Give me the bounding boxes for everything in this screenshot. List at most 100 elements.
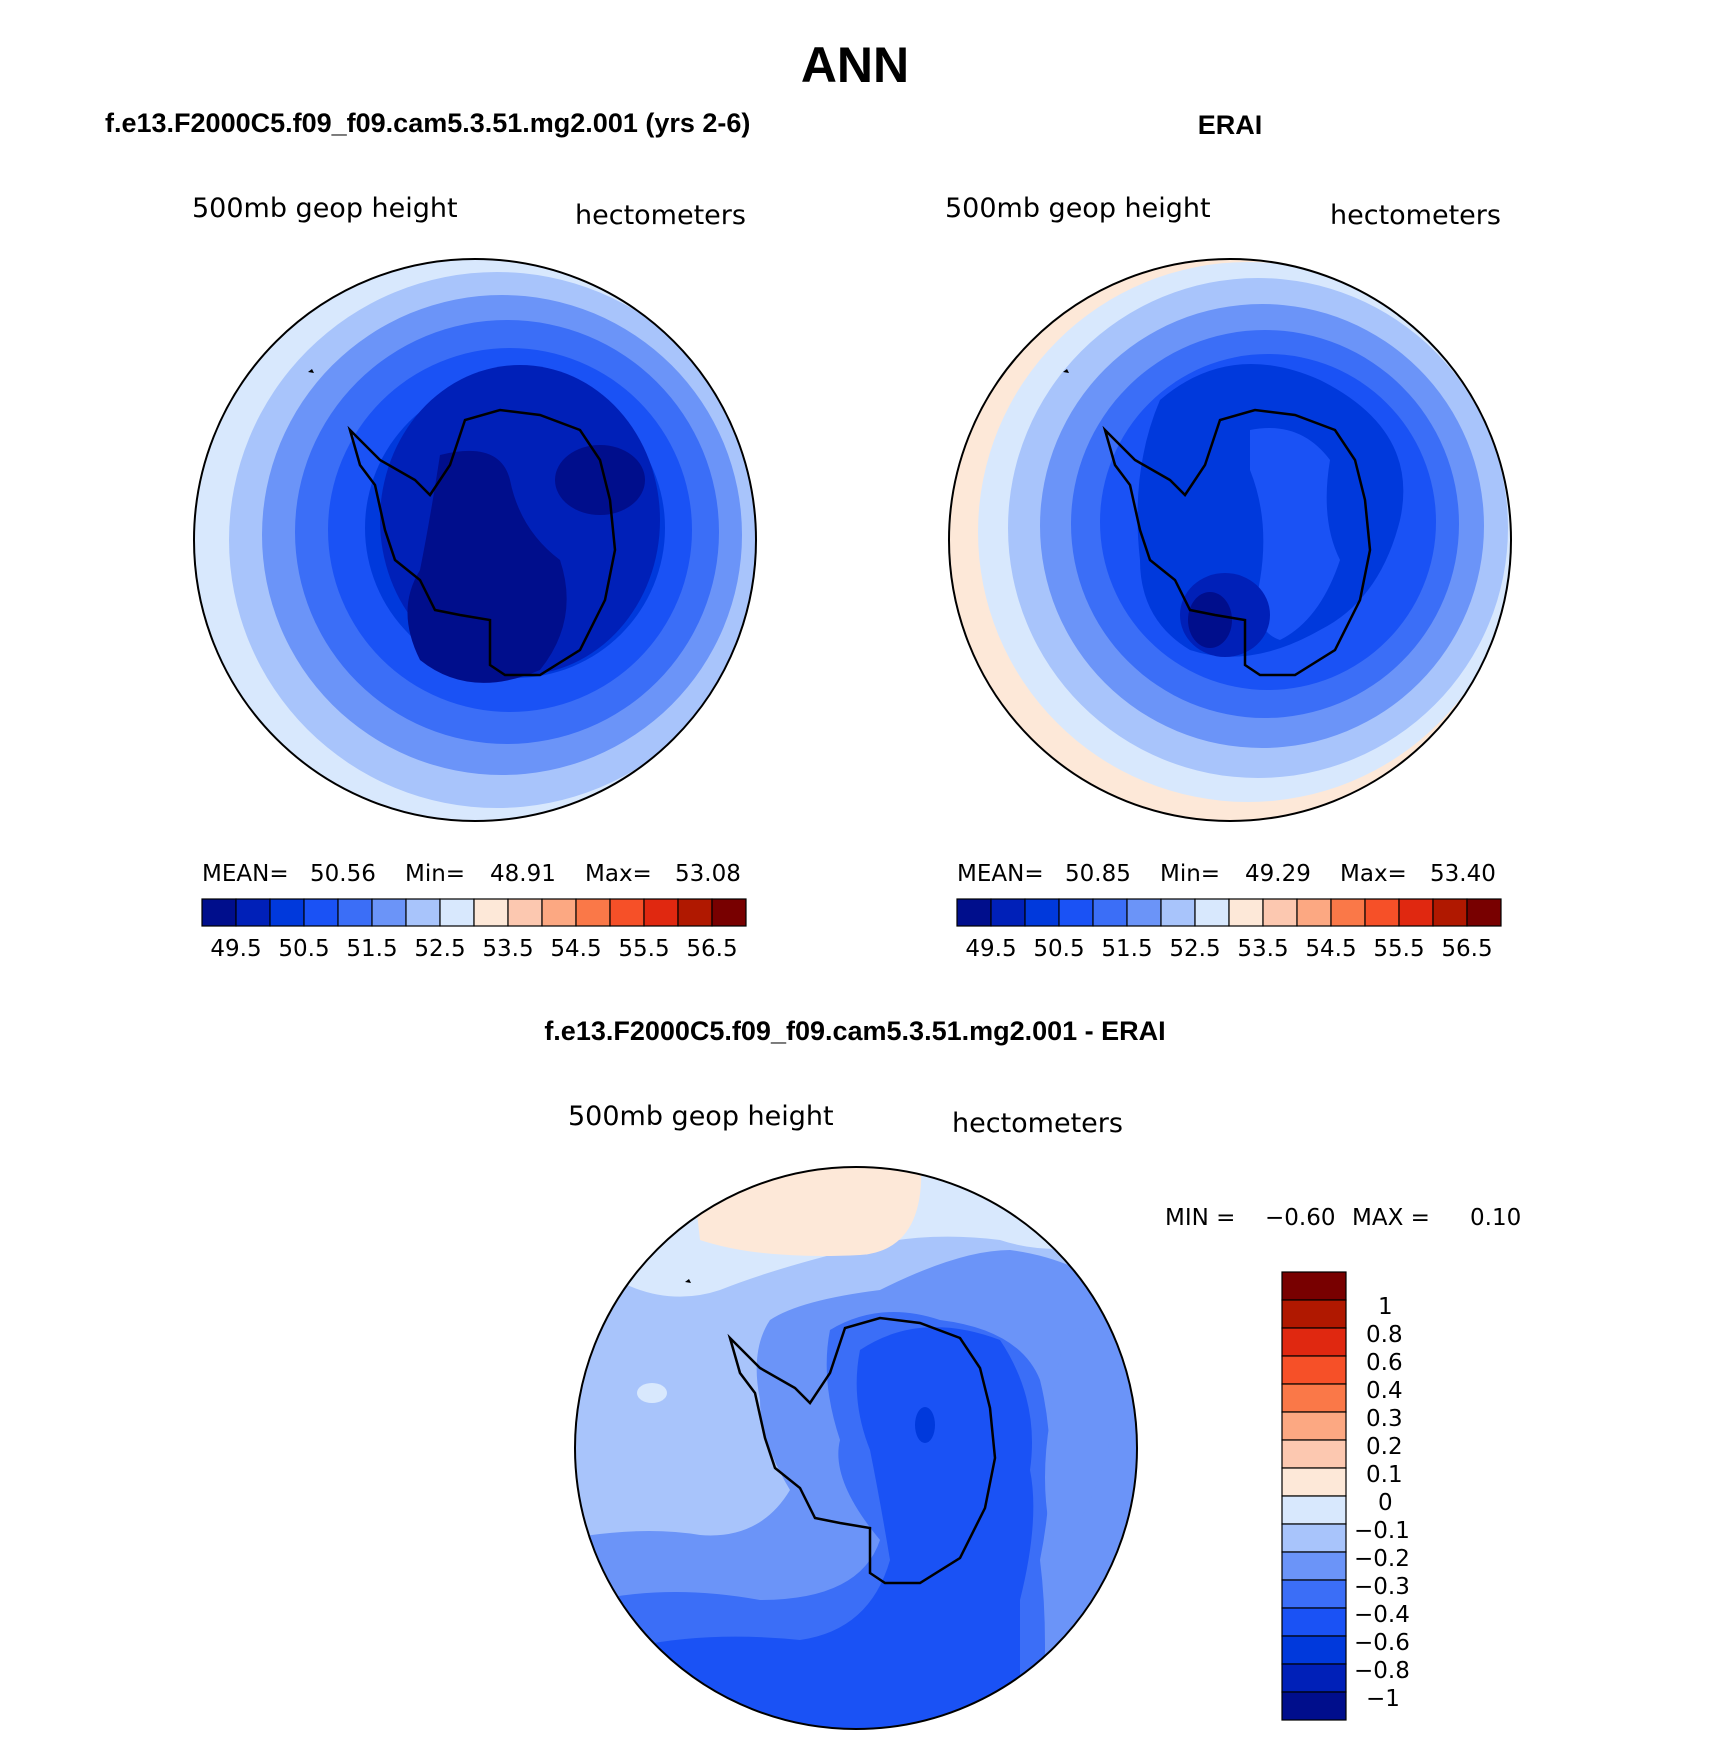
colorbar-swatch [575, 898, 611, 927]
colorbar-tick-label: −0.8 [1354, 1658, 1410, 1684]
colorbar-tick-label: 51.5 [346, 936, 397, 962]
colorbar-swatch [541, 898, 577, 927]
colorbar-swatch [1126, 898, 1162, 927]
colorbar-swatch [473, 898, 509, 927]
panel-diff-contour-map [575, 1167, 1137, 1729]
colorbar-swatch [1281, 1327, 1347, 1357]
colorbar-swatch [1024, 898, 1060, 927]
colorbar-tick-label: 56.5 [686, 936, 737, 962]
panel-obs: ERAI 500mb geop height hectometers MEAN=… [945, 110, 1512, 962]
colorbar-swatch [1398, 898, 1434, 927]
max-label: Max= [1340, 861, 1407, 887]
panel-obs-colorbar [956, 898, 1502, 927]
colorbar-swatch [1281, 1383, 1347, 1413]
panel-model: f.e13.F2000C5.f09_f09.cam5.3.51.mg2.001 … [105, 108, 757, 962]
colorbar-swatch [1281, 1439, 1347, 1469]
min-value: 49.29 [1245, 861, 1311, 887]
colorbar-swatch [1092, 898, 1128, 927]
colorbar-swatch [1281, 1579, 1347, 1609]
panel-model-title: f.e13.F2000C5.f09_f09.cam5.3.51.mg2.001 … [105, 108, 750, 138]
colorbar-tick-label: 51.5 [1101, 936, 1152, 962]
colorbar-tick-label: 0.8 [1366, 1322, 1403, 1348]
colorbar-swatch [235, 898, 271, 927]
colorbar-tick-label: −0.2 [1354, 1546, 1410, 1572]
colorbar-swatch [643, 898, 679, 927]
colorbar-swatch [990, 898, 1026, 927]
colorbar-swatch [1194, 898, 1230, 927]
colorbar-swatch [1262, 898, 1298, 927]
colorbar-swatch [1160, 898, 1196, 927]
colorbar-tick-label: −1 [1366, 1686, 1400, 1712]
min-label: MIN = [1165, 1205, 1235, 1231]
panel-obs-contour-map [949, 259, 1511, 821]
panel-diff-title: f.e13.F2000C5.f09_f09.cam5.3.51.mg2.001 … [544, 1016, 1165, 1046]
panel-diff-map-border [574, 1166, 1138, 1730]
max-label: MAX = [1352, 1205, 1430, 1231]
colorbar-swatch [609, 898, 645, 927]
panel-obs-units: hectometers [1330, 200, 1501, 231]
panel-obs-field-label: 500mb geop height [945, 193, 1211, 224]
colorbar-tick-label: 55.5 [618, 936, 669, 962]
panel-diff-stats: MIN = −0.60 MAX = 0.10 [1165, 1205, 1521, 1231]
colorbar-swatch [439, 898, 475, 927]
colorbar-swatch [1281, 1607, 1347, 1637]
colorbar-tick-label: −0.6 [1354, 1630, 1410, 1656]
colorbar-swatch [1281, 1495, 1347, 1525]
panel-model-colorbar [201, 898, 747, 927]
colorbar-tick-label: 56.5 [1441, 936, 1492, 962]
colorbar-tick-label: 50.5 [278, 936, 329, 962]
colorbar-tick-label: 54.5 [1305, 936, 1356, 962]
colorbar-swatch [1281, 1411, 1347, 1441]
mean-label: MEAN= [957, 861, 1044, 887]
colorbar-swatch [711, 898, 747, 927]
colorbar-tick-label: −0.3 [1354, 1574, 1410, 1600]
panel-model-stats: MEAN= 50.56 Min= 48.91 Max= 53.08 [202, 861, 741, 887]
max-value: 0.10 [1470, 1205, 1521, 1231]
colorbar-tick-label: 52.5 [414, 936, 465, 962]
colorbar-swatch [1281, 1663, 1347, 1693]
mean-value: 50.56 [310, 861, 376, 887]
colorbar-swatch [1281, 1467, 1347, 1497]
colorbar-swatch [1281, 1523, 1347, 1553]
colorbar-swatch [1281, 1355, 1347, 1385]
colorbar-swatch [1281, 1635, 1347, 1665]
colorbar-tick-label: 0.2 [1366, 1434, 1403, 1460]
min-value: 48.91 [490, 861, 556, 887]
colorbar-tick-label: 55.5 [1373, 936, 1424, 962]
colorbar-tick-label: 50.5 [1033, 936, 1084, 962]
colorbar-tick-label: −0.1 [1354, 1518, 1410, 1544]
min-label: Min= [405, 861, 465, 887]
colorbar-swatch [405, 898, 441, 927]
colorbar-swatch [269, 898, 305, 927]
panel-diff-units: hectometers [952, 1108, 1123, 1139]
colorbar-swatch [1330, 898, 1366, 927]
colorbar-tick-label: 0.4 [1366, 1378, 1403, 1404]
colorbar-tick-label: 53.5 [1237, 936, 1288, 962]
colorbar-swatch [1432, 898, 1468, 927]
mean-value: 50.85 [1065, 861, 1131, 887]
panel-model-contour-map [194, 259, 756, 821]
colorbar-swatch [956, 898, 992, 927]
colorbar-swatch [507, 898, 543, 927]
colorbar-tick-label: 54.5 [550, 936, 601, 962]
colorbar-swatch [337, 898, 373, 927]
colorbar-swatch [1228, 898, 1264, 927]
colorbar-tick-label: −0.4 [1354, 1602, 1410, 1628]
panel-obs-title: ERAI [1198, 110, 1263, 140]
colorbar-swatch [1466, 898, 1502, 927]
panel-obs-stats: MEAN= 50.85 Min= 49.29 Max= 53.40 [957, 861, 1496, 887]
min-label: Min= [1160, 861, 1220, 887]
colorbar-tick-label: 49.5 [210, 936, 261, 962]
colorbar-tick-label: 53.5 [482, 936, 533, 962]
colorbar-tick-label: 0.1 [1366, 1462, 1403, 1488]
panel-diff: f.e13.F2000C5.f09_f09.cam5.3.51.mg2.001 … [544, 1016, 1521, 1730]
colorbar-tick-label: 1 [1378, 1294, 1393, 1320]
colorbar-swatch [371, 898, 407, 927]
colorbar-swatch [1281, 1551, 1347, 1581]
panel-obs-colorbar-labels: 49.5 50.5 51.5 52.5 53.5 54.5 55.5 56.5 [965, 936, 1492, 962]
max-value: 53.08 [675, 861, 741, 887]
mean-label: MEAN= [202, 861, 289, 887]
panel-diff-colorbar-labels: 1 0.8 0.6 0.4 0.3 0.2 0.1 0 −0.1 −0.2 −0… [1354, 1294, 1410, 1712]
max-label: Max= [585, 861, 652, 887]
